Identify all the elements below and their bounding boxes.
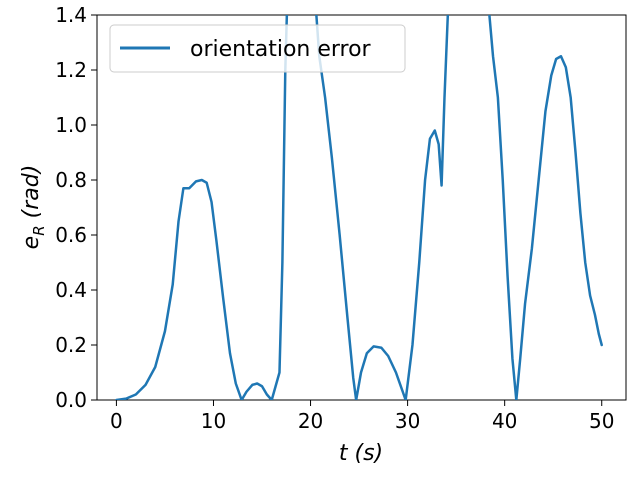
legend: orientation error — [109, 24, 406, 73]
legend-label: orientation error — [190, 37, 372, 62]
x-tick-label: 20 — [298, 409, 323, 433]
x-tick-label: 50 — [589, 409, 614, 433]
y-axis-label: eR (rad) — [19, 165, 48, 250]
y-tick-label: 0.6 — [55, 223, 87, 247]
series-line-orientation-error — [115, 15, 603, 400]
legend-box — [109, 24, 406, 73]
x-tick-label: 10 — [201, 409, 226, 433]
y-tick-label: 1.4 — [55, 3, 87, 27]
x-tick-label: 30 — [395, 409, 420, 433]
x-axis-label: t (s) — [339, 441, 383, 466]
y-tick-label: 0.4 — [55, 278, 87, 302]
plot-frame — [96, 14, 627, 401]
y-tick-label: 1.0 — [55, 113, 87, 137]
y-axis: 0.0 0.2 0.4 0.6 0.8 1.0 1.2 1.4 — [55, 3, 97, 412]
y-tick-label: 0.2 — [55, 333, 87, 357]
y-tick-label: 1.2 — [55, 58, 87, 82]
y-tick-label: 0.8 — [55, 168, 87, 192]
y-axis-label-group: eR (rad) — [19, 165, 48, 250]
x-tick-label: 0 — [110, 409, 123, 433]
x-tick-label: 40 — [492, 409, 517, 433]
x-axis: 0 10 20 30 40 50 — [110, 400, 614, 433]
y-tick-label: 0.0 — [55, 388, 87, 412]
